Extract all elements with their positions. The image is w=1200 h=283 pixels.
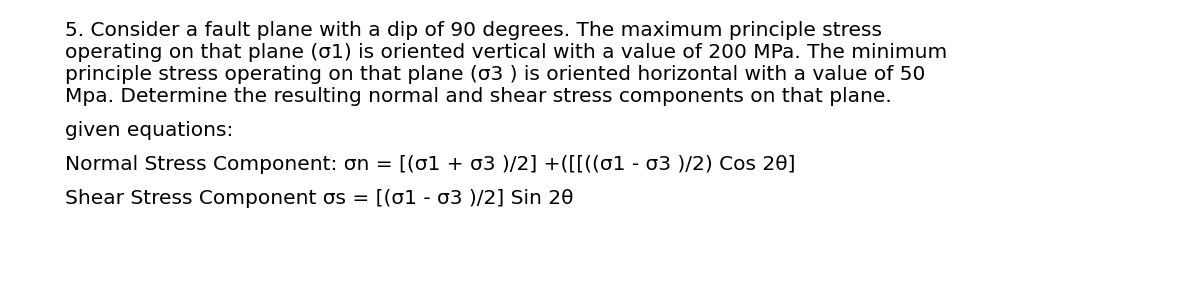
Text: operating on that plane (σ1) is oriented vertical with a value of 200 MPa. The m: operating on that plane (σ1) is oriented… xyxy=(65,43,947,62)
Text: Normal Stress Component: σn = [(σ1 + σ3 )/2] +([[((σ1 - σ3 )/2) Cos 2θ]: Normal Stress Component: σn = [(σ1 + σ3 … xyxy=(65,155,796,174)
Text: given equations:: given equations: xyxy=(65,121,233,140)
Text: Shear Stress Component σs = [(σ1 - σ3 )/2] Sin 2θ: Shear Stress Component σs = [(σ1 - σ3 )/… xyxy=(65,189,574,208)
Text: principle stress operating on that plane (σ3 ) is oriented horizontal with a val: principle stress operating on that plane… xyxy=(65,65,925,84)
Text: Mpa. Determine the resulting normal and shear stress components on that plane.: Mpa. Determine the resulting normal and … xyxy=(65,87,892,106)
Text: 5. Consider a fault plane with a dip of 90 degrees. The maximum principle stress: 5. Consider a fault plane with a dip of … xyxy=(65,21,882,40)
